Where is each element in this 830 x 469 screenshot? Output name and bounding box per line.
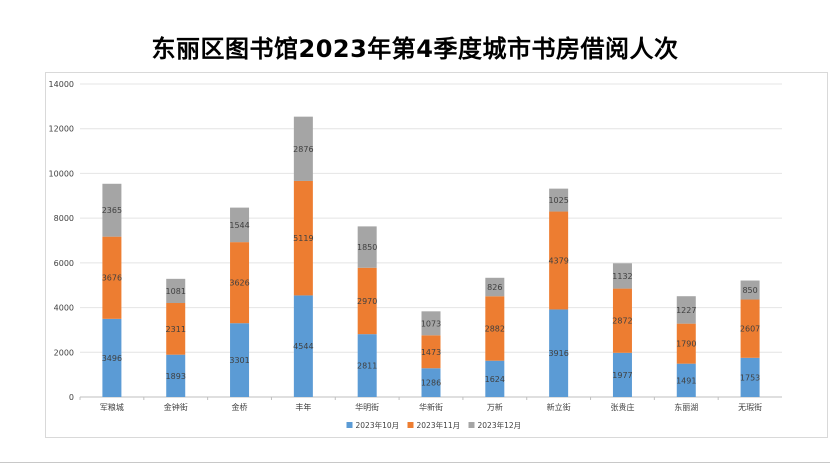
bar-segment <box>676 323 696 364</box>
data-label: 1473 <box>421 348 441 357</box>
bar-segment <box>166 303 186 355</box>
data-label: 2365 <box>102 206 122 215</box>
data-label: 826 <box>487 283 502 292</box>
y-tick-label: 8000 <box>54 214 74 223</box>
x-tick-label: 东丽湖 <box>674 402 698 412</box>
x-tick-label: 张贵庄 <box>610 402 634 412</box>
bar-segment <box>740 280 760 300</box>
bar-segment <box>612 288 632 353</box>
legend-swatch <box>468 422 475 428</box>
bar-segment <box>740 299 760 358</box>
bar-segment <box>549 211 569 310</box>
x-tick-label: 无瑕街 <box>738 402 762 412</box>
bar-segment <box>549 188 569 212</box>
data-label: 2882 <box>485 324 505 333</box>
data-labels: 3496 3676 2365 1893 2311 1081 3301 3626 1544 4544… <box>102 145 761 388</box>
bar-segment <box>293 180 313 296</box>
bars <box>102 116 760 397</box>
data-label: 2311 <box>166 325 186 334</box>
data-label: 1790 <box>676 340 696 349</box>
data-label: 1491 <box>676 376 696 385</box>
bar-segment <box>230 323 250 397</box>
x-tick-label: 金钟街 <box>164 402 188 412</box>
bar-segment <box>293 116 313 181</box>
bar-segment <box>357 334 377 397</box>
bar-segment <box>676 363 696 397</box>
data-label: 1977 <box>612 371 632 380</box>
data-label: 5119 <box>293 234 313 243</box>
x-tick-label: 新立街 <box>547 402 571 412</box>
data-label: 3626 <box>229 279 249 288</box>
chart-title: 东丽区图书馆2023年第4季度城市书房借阅人次 <box>151 35 679 63</box>
legend-swatch <box>346 422 353 428</box>
bar-segment <box>357 226 377 268</box>
y-tick-label: 4000 <box>54 304 74 313</box>
bar-segment <box>676 296 696 324</box>
bar-segment <box>549 309 569 397</box>
bar-segment <box>485 360 505 397</box>
data-label: 1073 <box>421 319 441 328</box>
bar-segment <box>421 311 441 336</box>
data-label: 2607 <box>740 325 760 334</box>
bar-segment <box>612 352 632 397</box>
bar-segment <box>230 207 250 243</box>
gridlines <box>80 83 782 353</box>
bar-segment <box>166 278 186 304</box>
y-tick-label: 0 <box>69 393 74 402</box>
bar-segment <box>485 277 505 297</box>
legend-label: 2023年11月 <box>417 420 461 430</box>
x-tick-label: 丰年 <box>295 402 311 412</box>
data-label: 4544 <box>293 342 313 351</box>
data-label: 1227 <box>676 306 696 315</box>
data-label: 4379 <box>548 256 568 265</box>
axes: 0 2000 4000 6000 8000 10000 12000 14000 军粮城 金钟街 金桥… <box>49 80 782 412</box>
x-tick-label: 军粮城 <box>100 402 124 412</box>
legend-swatch <box>407 422 414 428</box>
bar-segment <box>357 267 377 335</box>
y-tick-label: 10000 <box>49 169 74 178</box>
data-label: 2876 <box>293 145 313 154</box>
data-label: 2970 <box>357 297 377 306</box>
bar-segment <box>293 295 313 397</box>
bar-segment <box>166 354 186 397</box>
bar-segment <box>740 357 760 397</box>
data-label: 1286 <box>421 379 441 388</box>
bar-segment <box>421 368 441 397</box>
y-tick-label: 2000 <box>54 348 74 357</box>
bar-segment <box>612 263 632 289</box>
bar-segment <box>485 296 505 361</box>
data-label: 3916 <box>548 349 568 358</box>
y-tick-label: 12000 <box>49 125 74 134</box>
data-label: 1850 <box>357 243 377 252</box>
x-tick-label: 万新 <box>487 402 503 412</box>
data-label: 3301 <box>229 356 249 365</box>
data-label: 3496 <box>102 354 122 363</box>
bar-segment <box>230 242 250 324</box>
data-label: 1081 <box>166 287 186 296</box>
x-tick-label: 华明街 <box>355 402 379 412</box>
bar-segment <box>421 335 441 369</box>
data-label: 1544 <box>229 221 249 230</box>
data-label: 2872 <box>612 317 632 326</box>
legend-label: 2023年12月 <box>478 420 522 430</box>
data-label: 850 <box>742 286 757 295</box>
data-label: 1624 <box>485 375 505 384</box>
bar-segment <box>102 318 122 397</box>
y-tick-label: 14000 <box>49 80 74 89</box>
data-label: 1025 <box>548 196 568 205</box>
x-tick-label: 华新街 <box>419 402 443 412</box>
legend-label: 2023年10月 <box>356 420 400 430</box>
data-label: 3676 <box>102 274 122 283</box>
x-tick-label: 金桥 <box>232 402 248 412</box>
page-divider <box>0 462 830 463</box>
bar-segment <box>102 183 122 237</box>
data-label: 1753 <box>740 373 760 382</box>
data-label: 1893 <box>166 372 186 381</box>
bar-segment <box>102 236 122 319</box>
data-label: 2811 <box>357 362 377 371</box>
y-tick-label: 6000 <box>54 259 74 268</box>
legend: 2023年10月 2023年11月 2023年12月 <box>346 420 522 430</box>
data-label: 1132 <box>612 272 632 281</box>
